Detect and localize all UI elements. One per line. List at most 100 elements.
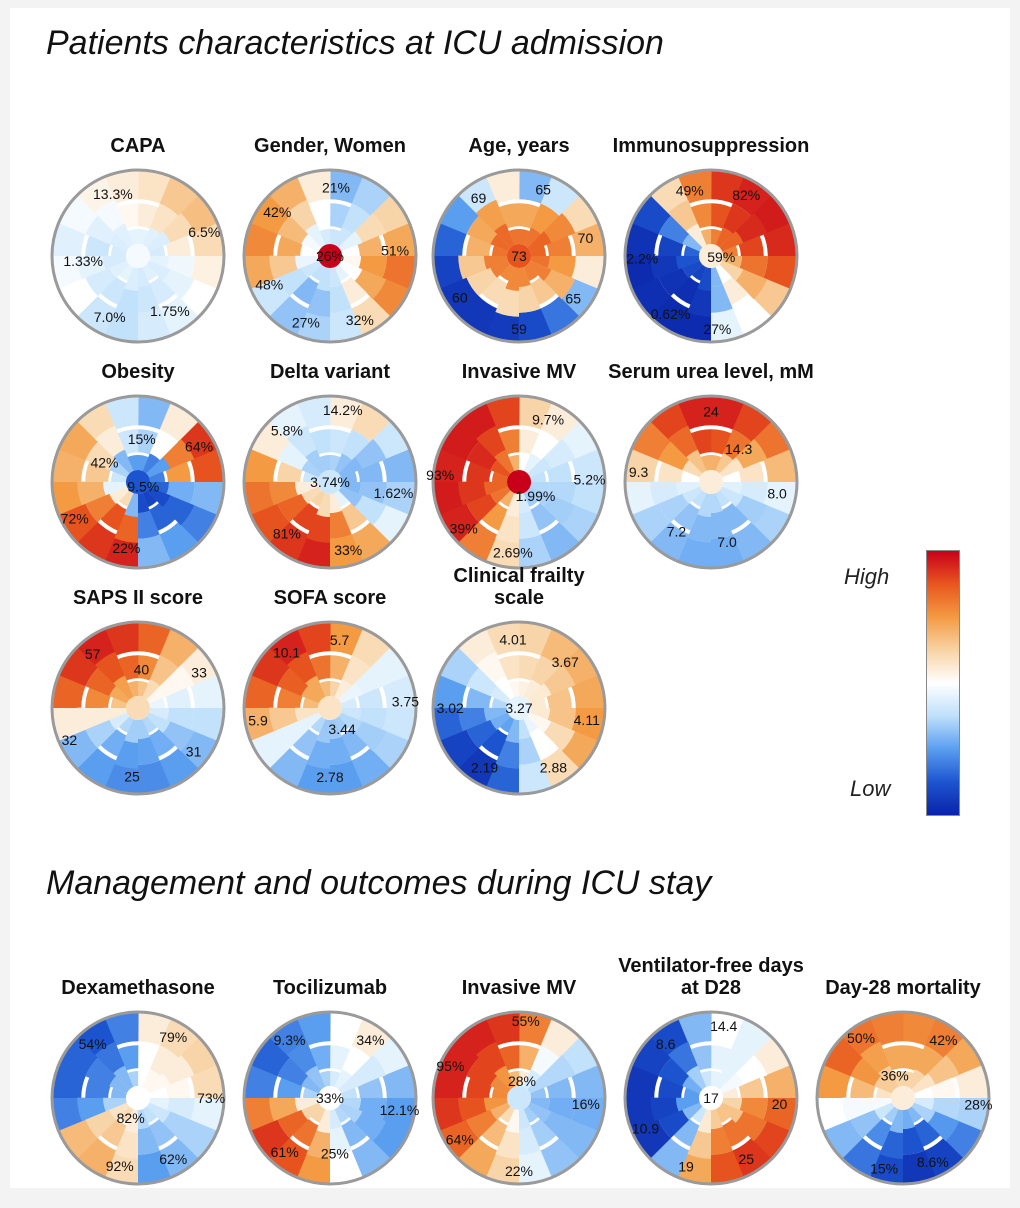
heat-cell bbox=[439, 277, 479, 317]
center-cell bbox=[698, 1085, 724, 1111]
heat-cell bbox=[146, 1073, 171, 1094]
heat-cell bbox=[149, 245, 165, 257]
heat-cell bbox=[547, 1098, 576, 1121]
polar-chart-title: Age, years bbox=[468, 135, 569, 157]
heat-cell bbox=[85, 235, 111, 256]
heat-cell bbox=[527, 486, 552, 507]
heat-cell bbox=[330, 455, 341, 471]
heat-cell bbox=[330, 170, 364, 204]
heat-cell bbox=[138, 203, 159, 229]
heat-cell bbox=[149, 203, 179, 235]
heat-cell bbox=[149, 729, 176, 757]
heat-cell bbox=[351, 748, 391, 788]
heat-cell bbox=[85, 493, 117, 523]
heat-cell bbox=[631, 277, 671, 317]
heat-cell bbox=[142, 716, 158, 733]
heat-cell bbox=[250, 729, 290, 769]
heat-cell bbox=[530, 729, 557, 757]
heat-cell bbox=[495, 285, 519, 317]
heat-cell bbox=[319, 455, 331, 471]
heat-cell bbox=[52, 1064, 86, 1098]
heat-cell bbox=[697, 267, 711, 291]
heat-cell bbox=[540, 1138, 580, 1178]
heat-cell bbox=[530, 708, 550, 721]
heat-cell bbox=[722, 429, 752, 461]
heat-cell bbox=[687, 511, 711, 543]
heat-cell bbox=[166, 708, 195, 731]
heat-cell bbox=[697, 493, 711, 517]
heat-cell bbox=[530, 1087, 546, 1099]
heat-cell bbox=[297, 170, 331, 204]
heat-cell bbox=[330, 681, 341, 697]
heat-cell bbox=[499, 716, 515, 733]
chart-border bbox=[50, 1010, 226, 1186]
heat-cell bbox=[330, 396, 364, 430]
heat-cell bbox=[466, 719, 498, 749]
heat-cell bbox=[508, 229, 520, 245]
heat-cell bbox=[149, 1119, 176, 1147]
heat-cell bbox=[297, 1012, 331, 1046]
heat-cell bbox=[481, 728, 508, 757]
heat-cell bbox=[691, 1106, 707, 1123]
chart-border bbox=[242, 1010, 418, 1186]
heat-cell bbox=[138, 396, 172, 430]
heat-cell bbox=[490, 685, 511, 704]
heat-cell bbox=[677, 308, 711, 342]
heat-cell bbox=[269, 707, 301, 732]
heat-cell bbox=[433, 481, 467, 515]
heat-cell bbox=[684, 471, 700, 482]
heat-cell bbox=[382, 223, 416, 257]
value-label: 20 bbox=[772, 1096, 788, 1112]
heat-cell bbox=[495, 1127, 519, 1159]
heat-cell bbox=[763, 256, 797, 290]
polar-chart-12: Dexamethasone 54% 79% 73% 82% 92% 62% bbox=[50, 977, 226, 1186]
heat-cell bbox=[277, 493, 309, 523]
legend-high-label: High bbox=[844, 564, 890, 589]
heat-cell bbox=[85, 687, 111, 708]
heat-cell bbox=[684, 245, 700, 256]
heat-cell bbox=[486, 396, 520, 430]
heat-cell bbox=[715, 1069, 734, 1090]
heat-cell bbox=[296, 534, 330, 568]
heat-cell bbox=[466, 267, 498, 297]
heat-cell bbox=[109, 1075, 130, 1094]
heat-cell bbox=[494, 449, 515, 474]
heat-cell bbox=[710, 1109, 723, 1129]
heat-cell bbox=[485, 760, 519, 794]
heat-cell bbox=[914, 1087, 930, 1099]
heat-cell bbox=[351, 628, 392, 669]
heat-cell bbox=[518, 719, 531, 739]
heat-cell bbox=[571, 675, 606, 709]
heat-cell bbox=[351, 296, 391, 336]
heat-cell bbox=[490, 233, 511, 252]
heat-cell bbox=[334, 264, 350, 281]
heat-cell bbox=[658, 441, 690, 471]
heat-cell bbox=[697, 1109, 711, 1133]
heat-cell bbox=[868, 1097, 892, 1112]
heat-cell bbox=[149, 503, 176, 531]
value-label: 4.01 bbox=[499, 631, 526, 647]
heat-cell bbox=[149, 1098, 169, 1111]
heat-cell bbox=[149, 1045, 179, 1077]
heat-cell bbox=[85, 667, 117, 697]
heat-cell bbox=[341, 471, 357, 483]
value-label: 82% bbox=[732, 187, 760, 203]
heat-cell bbox=[658, 1077, 684, 1098]
center-cell bbox=[125, 695, 151, 721]
heat-cell bbox=[650, 1097, 682, 1122]
heat-cell bbox=[292, 1118, 319, 1147]
heat-cell bbox=[310, 1106, 326, 1123]
heat-cell bbox=[250, 646, 291, 687]
heat-cell bbox=[329, 1126, 352, 1155]
heat-cell bbox=[138, 1012, 172, 1046]
polar-chart-title: Invasive MV bbox=[462, 361, 577, 383]
heat-cell bbox=[523, 453, 542, 474]
value-label: 3.02 bbox=[437, 700, 464, 716]
value-label: 9.3% bbox=[274, 1032, 306, 1048]
heat-cell bbox=[541, 1110, 576, 1142]
value-label: 14.2% bbox=[323, 402, 363, 418]
value-label: 49% bbox=[676, 183, 704, 199]
heat-cell bbox=[481, 1118, 508, 1147]
heat-cell bbox=[492, 1087, 508, 1098]
heat-cell bbox=[351, 176, 392, 217]
